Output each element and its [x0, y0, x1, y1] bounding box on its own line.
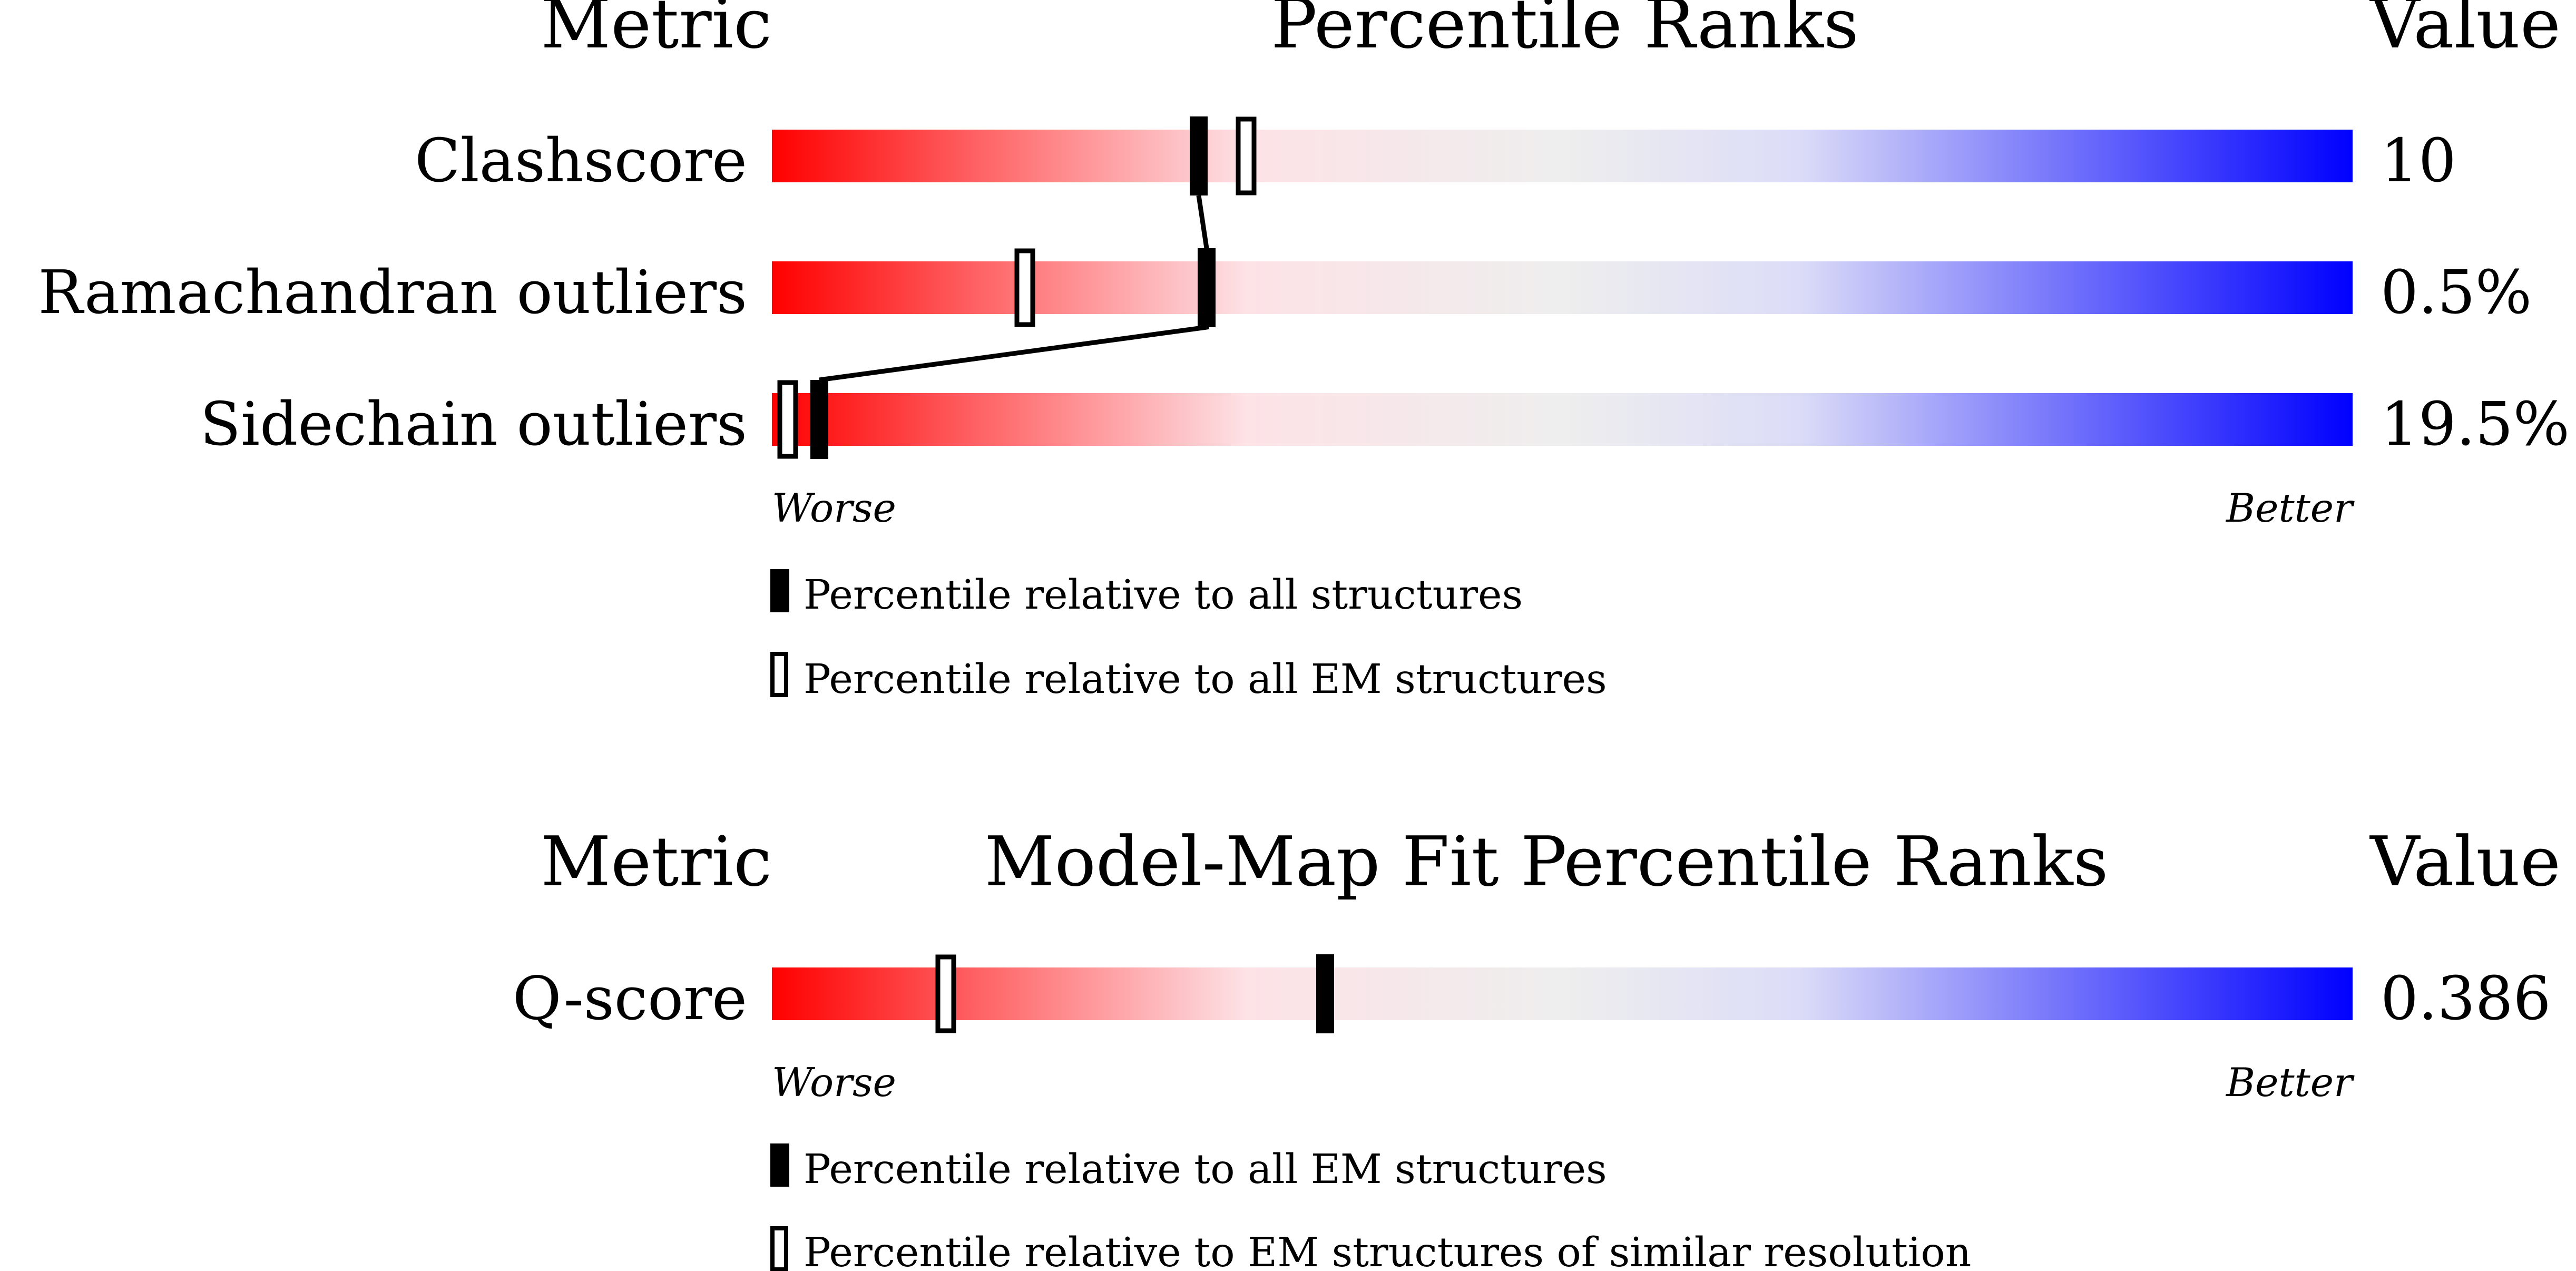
metric-value-sidechain-outliers: 19.5% — [2381, 389, 2570, 459]
value-header-2: Value — [2369, 822, 2561, 902]
better-label: Better — [2225, 485, 2355, 531]
worse-label-2: Worse — [772, 1059, 896, 1106]
all-percentile-marker-ramachandran-outliers — [1198, 248, 1216, 327]
em-percentile-marker-clashscore — [1236, 116, 1257, 195]
metric-label-clashscore: Clashscore — [415, 126, 747, 195]
metric-header-2: Metric — [541, 822, 772, 902]
legend-em-structures: Percentile relative to all EM structures — [804, 656, 1607, 703]
value-header: Value — [2369, 0, 2561, 64]
legend-filled-marker — [770, 569, 789, 612]
em-percentile-marker-ramachandran-outliers — [1014, 248, 1035, 327]
metric-value-clashscore: 10 — [2381, 126, 2456, 195]
em-percentile-marker-sidechain-outliers — [777, 380, 798, 459]
better-label-2: Better — [2225, 1059, 2355, 1106]
metric-value-q-score: 0.386 — [2381, 964, 2551, 1033]
similar-resolution-marker-q-score — [935, 954, 956, 1033]
legend-filled-marker-2 — [770, 1143, 789, 1187]
worse-label: Worse — [772, 485, 896, 531]
rank-bar-clashscore — [772, 130, 2353, 182]
metric-value-ramachandran-outliers: 0.5% — [2381, 258, 2532, 327]
em-percentile-marker-q-score — [1316, 954, 1334, 1033]
all-percentile-marker-clashscore — [1190, 116, 1208, 195]
chart-title-2: Model-Map Fit Percentile Ranks — [985, 822, 2109, 902]
metric-header: Metric — [541, 0, 772, 64]
legend-all-structures: Percentile relative to all structures — [804, 572, 1523, 619]
legend-open-marker-2 — [770, 1226, 788, 1271]
percentile-ranks-panel: Metric Percentile Ranks Value Clashscore… — [38, 0, 2570, 703]
metric-label-ramachandran-outliers: Ramachandran outliers — [38, 258, 747, 327]
legend-similar-resolution: Percentile relative to EM structures of … — [804, 1229, 1971, 1271]
legend-all-em-structures: Percentile relative to all EM structures — [804, 1146, 1607, 1193]
rank-bar-sidechain-outliers — [772, 393, 2353, 446]
metric-label-q-score: Q-score — [513, 964, 747, 1033]
legend-open-marker — [770, 652, 788, 697]
rank-bar-q-score — [772, 967, 2353, 1020]
chart-title: Percentile Ranks — [1271, 0, 1858, 64]
model-map-fit-panel: Metric Model-Map Fit Percentile Ranks Va… — [513, 822, 2561, 1271]
all-percentile-marker-sidechain-outliers — [810, 380, 828, 459]
metric-label-sidechain-outliers: Sidechain outliers — [200, 389, 747, 459]
rank-bar-ramachandran-outliers — [772, 261, 2353, 314]
